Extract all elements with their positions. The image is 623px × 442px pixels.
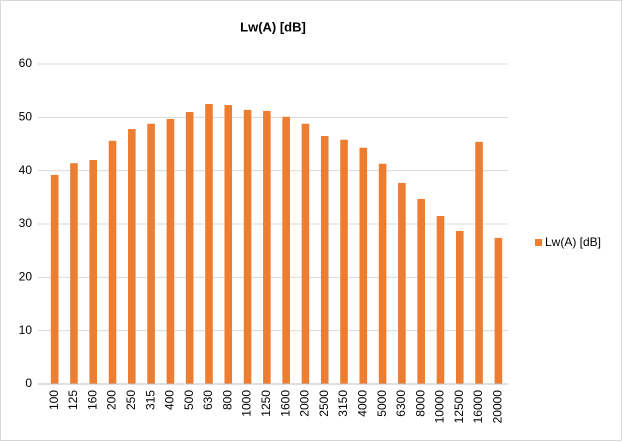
bar (398, 182, 406, 384)
x-tick-label: 6300 (394, 390, 408, 417)
x-tick-label: 2000 (298, 390, 312, 417)
x-tick-label: 1250 (259, 390, 273, 417)
bar (475, 141, 483, 384)
y-tick-label: 20 (19, 270, 33, 284)
bar (185, 112, 194, 384)
bar (263, 110, 271, 384)
x-tick-label: 12500 (452, 390, 466, 424)
bar (243, 109, 252, 384)
x-tick-label: 630 (201, 390, 215, 410)
y-tick-label: 60 (19, 56, 33, 70)
x-tick-label: 125 (66, 390, 80, 410)
x-tick-label: 1000 (240, 390, 254, 417)
x-tick-label: 3150 (336, 390, 350, 417)
y-tick-label: 10 (19, 323, 33, 337)
x-tick-label: 10000 (433, 390, 447, 424)
x-tick-label: 200 (105, 390, 119, 410)
x-tick-label: 250 (124, 390, 138, 410)
bar (301, 123, 310, 384)
x-tick-label: 500 (182, 390, 196, 410)
bar (70, 163, 78, 384)
x-tick-label: 5000 (375, 390, 389, 417)
x-tick-label: 16000 (471, 390, 485, 424)
bar (320, 136, 329, 384)
y-tick-label: 50 (19, 110, 33, 124)
bar (494, 237, 503, 384)
y-tick-label: 40 (19, 163, 33, 177)
bar (147, 123, 155, 384)
bar (417, 198, 425, 384)
y-tick-label: 0 (25, 376, 32, 390)
bar (128, 129, 136, 384)
x-tick-label: 8000 (413, 390, 427, 417)
bar (455, 230, 464, 384)
bar (108, 140, 117, 384)
bar (282, 116, 290, 385)
x-tick-label: 400 (163, 390, 177, 410)
x-tick-label: 4000 (355, 390, 369, 417)
bar (50, 174, 59, 384)
x-tick-label: 1600 (278, 390, 292, 417)
bar (224, 105, 233, 385)
x-tick-label: 160 (85, 390, 99, 410)
x-tick-label: 315 (143, 390, 157, 410)
y-tick-label: 30 (19, 216, 33, 230)
bar (378, 163, 387, 384)
x-tick-label: 800 (220, 390, 234, 410)
chart-title: Lw(A) [dB] (240, 19, 306, 34)
x-tick-label: 100 (47, 390, 61, 410)
bar (340, 139, 348, 384)
x-tick-label: 20000 (491, 390, 505, 424)
bar (359, 147, 368, 384)
x-tick-label: 2500 (317, 390, 331, 417)
bar (166, 118, 175, 384)
bar (205, 104, 213, 384)
bar (89, 160, 98, 384)
legend-swatch (535, 239, 542, 246)
legend-label: Lw(A) [dB] (545, 235, 601, 249)
bar (436, 216, 445, 384)
